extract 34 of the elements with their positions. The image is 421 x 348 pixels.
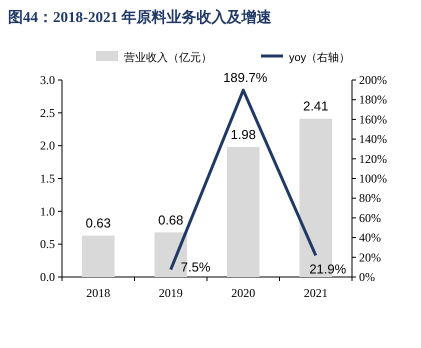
- y-tick-label: 1.0: [40, 204, 55, 218]
- data-label: 0.68: [158, 212, 184, 228]
- y-tick-label: 1.5: [40, 172, 55, 186]
- y-tick-label: 2.5: [40, 106, 55, 120]
- data-label: 21.9%: [309, 261, 347, 276]
- legend-label: yoy（右轴）: [289, 51, 350, 64]
- data-label: 7.5%: [180, 260, 211, 275]
- data-label: 1.98: [230, 126, 256, 142]
- y-tick-label: 0.0: [40, 270, 55, 284]
- y2-tick-label: 200%: [359, 73, 387, 87]
- chart-title: 图44：2018-2021 年原料业务收入及增速: [8, 9, 273, 26]
- y2-tick-label: 140%: [359, 132, 387, 146]
- bar: [226, 146, 260, 277]
- y2-tick-label: 180%: [359, 92, 387, 107]
- y2-tick-label: 40%: [359, 230, 381, 245]
- y2-tick-label: 80%: [359, 191, 381, 206]
- y-tick-label: 0.5: [40, 237, 55, 252]
- y2-tick-label: 60%: [359, 210, 381, 225]
- y2-tick-label: 120%: [359, 152, 387, 166]
- data-label: 2.41: [303, 98, 328, 114]
- y-tick-label: 3.0: [40, 73, 55, 87]
- data-label: 189.7%: [223, 70, 268, 86]
- x-tick-label: 2019: [158, 286, 183, 300]
- x-tick-label: 2021: [304, 286, 328, 300]
- bar: [82, 236, 115, 277]
- legend-label: 营业收入（亿元）: [124, 51, 212, 64]
- y-tick-label: 2.0: [40, 138, 55, 153]
- x-tick-label: 2020: [231, 286, 256, 300]
- data-label: 0.63: [86, 216, 111, 231]
- y2-tick-label: 0%: [359, 270, 375, 284]
- y2-tick-label: 100%: [359, 172, 387, 186]
- x-tick-label: 2018: [86, 286, 110, 300]
- y2-tick-label: 20%: [359, 250, 381, 264]
- y2-tick-label: 160%: [359, 112, 387, 126]
